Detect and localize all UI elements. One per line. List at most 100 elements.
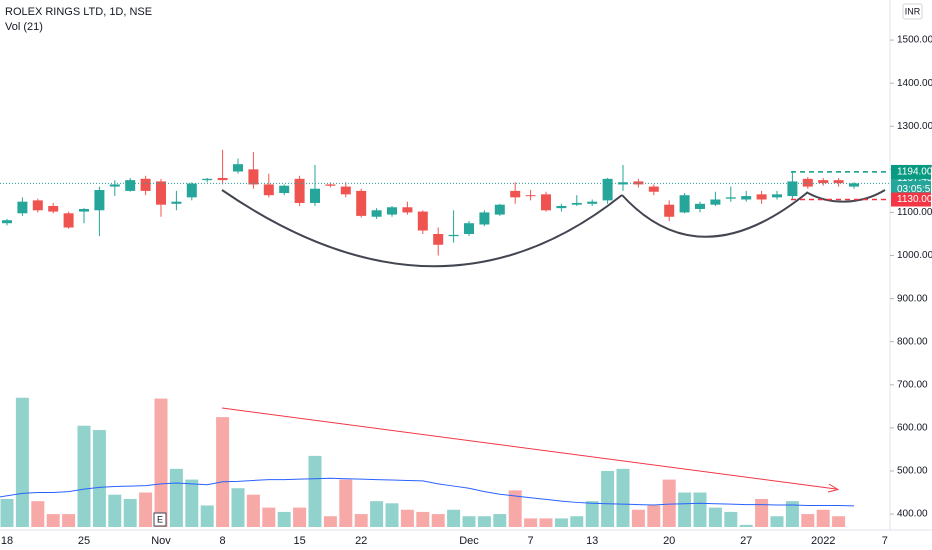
x-tick-label: 7	[528, 535, 534, 547]
currency-box[interactable]	[902, 3, 923, 20]
candle-body	[479, 212, 490, 225]
candle-body	[787, 181, 798, 197]
handle-drawing	[621, 191, 809, 238]
volume-bar	[370, 501, 384, 527]
candle-body	[263, 184, 274, 196]
candle-body	[63, 213, 74, 228]
candle-body	[156, 181, 166, 205]
y-tick-label: 1000.00	[897, 250, 932, 261]
volume-bar	[385, 503, 399, 527]
candle-body	[279, 185, 290, 194]
volume-bar	[400, 509, 414, 527]
volume-bar	[262, 507, 276, 527]
candle-body	[140, 178, 151, 191]
candle-body	[618, 182, 628, 185]
volume-ma-line	[0, 477, 855, 507]
volume-bar	[616, 468, 630, 527]
handle-drawing	[807, 189, 886, 203]
candle-body	[2, 220, 12, 224]
candle-body	[109, 184, 120, 187]
candle-body	[741, 196, 752, 200]
volume-bar	[462, 516, 476, 527]
y-tick-label: 400.00	[897, 509, 928, 520]
y-tick-label: 700.00	[897, 379, 928, 390]
y-tick-label: 1300.00	[897, 121, 932, 132]
candle-body	[849, 183, 859, 187]
volume-bar	[416, 511, 430, 527]
candle-body	[402, 207, 413, 213]
candle-body	[633, 181, 644, 185]
candle-body	[587, 201, 598, 204]
volume-bar	[77, 425, 91, 527]
candle-body	[94, 190, 105, 211]
volume-bar	[323, 516, 337, 527]
candle-body	[602, 178, 613, 201]
candle-body	[387, 207, 397, 215]
candle-body	[833, 180, 844, 184]
candle-body	[17, 201, 28, 214]
candle-body	[772, 194, 782, 198]
x-tick-label: 18	[1, 535, 13, 547]
candle-body	[217, 177, 228, 181]
candle-body	[664, 204, 675, 217]
candle-body	[541, 194, 551, 211]
volume-bar	[739, 524, 753, 527]
trend-arrow	[827, 483, 840, 493]
candle-body	[648, 186, 659, 192]
volume-bar	[585, 501, 599, 527]
volume-bar	[832, 516, 846, 527]
x-tick-label: Nov	[151, 535, 171, 547]
candle-body	[32, 200, 43, 211]
volume-bar	[524, 518, 538, 527]
volume-bar	[15, 397, 29, 527]
volume-bar	[308, 455, 322, 527]
candle-body	[448, 234, 459, 237]
candle-body	[725, 197, 736, 199]
x-tick-label: 2022	[811, 535, 835, 547]
x-tick-label: 8	[220, 535, 226, 547]
volume-bar	[293, 507, 307, 527]
volume-bar	[246, 494, 260, 527]
volume-bar	[154, 398, 168, 527]
plot	[0, 149, 859, 527]
volume-bar	[708, 507, 722, 527]
candle-body	[248, 169, 259, 185]
earnings-box[interactable]	[153, 512, 167, 527]
volume-bar	[647, 505, 661, 527]
volume-bar	[431, 514, 445, 527]
volume-bar	[169, 468, 183, 527]
volume-bar	[123, 498, 137, 527]
volume-bar	[493, 514, 507, 527]
volume-bar	[139, 492, 153, 527]
volume-bar	[200, 505, 214, 527]
candle-body	[125, 180, 136, 191]
x-tick-label: 7	[882, 535, 888, 547]
currency[interactable]: INR	[905, 6, 921, 16]
x-tick-label: 13	[586, 535, 598, 547]
cup-drawing	[221, 189, 623, 268]
candle-body	[310, 188, 320, 203]
volume-bar	[678, 492, 692, 527]
level-box	[891, 164, 931, 179]
volume-bar	[185, 479, 199, 527]
volume-bar	[801, 514, 815, 527]
volume-bar	[693, 492, 707, 527]
volume-bar	[277, 511, 291, 527]
candle-body	[325, 184, 336, 186]
level-label: 1130.00	[897, 194, 932, 205]
volume-bar	[816, 509, 830, 527]
y-tick-label: 1400.00	[897, 78, 932, 89]
earnings-marker[interactable]: E	[157, 514, 163, 524]
candle-body	[186, 183, 197, 198]
candle-body	[494, 204, 505, 215]
candle-body	[340, 186, 351, 195]
volume-bar	[46, 514, 60, 527]
volume-label: Vol (21)	[5, 21, 43, 33]
x-tick-label: 15	[293, 535, 305, 547]
level-label: 1194.00	[897, 167, 932, 178]
level-box	[891, 192, 931, 207]
candle-body	[525, 195, 536, 197]
candle-body	[510, 190, 521, 198]
